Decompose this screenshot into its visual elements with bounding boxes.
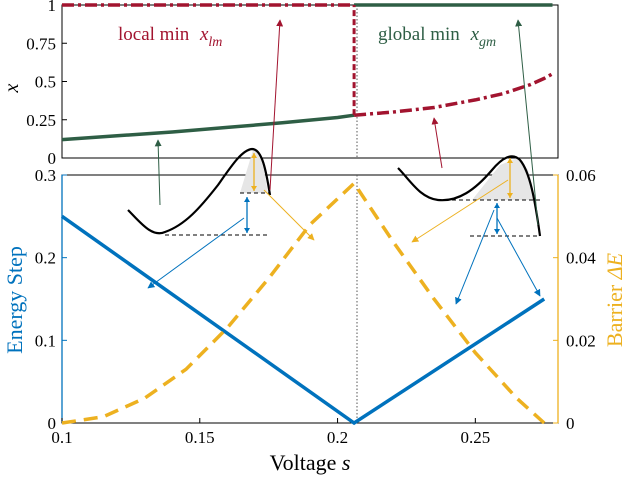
- left-axis-label: Energy Step: [2, 246, 27, 354]
- left-ytick-label: 0.3: [35, 166, 56, 185]
- xtick-label: 0.15: [185, 428, 215, 447]
- bottom-series: [60, 180, 546, 426]
- bottom-series-0-line: [60, 214, 546, 426]
- right-ytick-label: 0.02: [566, 331, 596, 350]
- local-min-annotation: local min xlm: [118, 24, 222, 50]
- xtick-label: 0.1: [51, 428, 72, 447]
- top-series: [61, 3, 554, 142]
- left-inset: [127, 147, 272, 236]
- arrow-global-min-to-curve: [515, 19, 539, 226]
- left-ytick-label: 0: [48, 414, 57, 433]
- connector-arrows: [147, 19, 541, 305]
- right-ytick-label: 0: [566, 414, 575, 433]
- top-ytick-label: 0: [48, 149, 57, 168]
- arrow-local-min-to-curve: [269, 19, 284, 191]
- right-inset-barrier-shade: [460, 158, 535, 200]
- bottom-plot-frame: [61, 174, 559, 424]
- arrow-right-step-to-line: [496, 217, 541, 297]
- bottom-series-1-line: [61, 180, 546, 425]
- top-series-1-line: [353, 72, 554, 117]
- xtick-label: 0.2: [327, 428, 348, 447]
- arrow-right-barrier-to-curve: [411, 179, 509, 243]
- left-inset-energy-curve: [127, 147, 272, 235]
- arrow-right-local-to-curve: [431, 117, 443, 169]
- top-y-axis-label: x: [1, 83, 23, 93]
- top-ytick-label: 1: [48, 0, 57, 15]
- right-ytick-label: 0.04: [566, 249, 596, 268]
- left-ytick-label: 0.2: [35, 249, 56, 268]
- top-ytick-label: 0.5: [35, 73, 56, 92]
- left-ytick-label: 0.1: [35, 331, 56, 350]
- right-inset: [397, 155, 542, 237]
- arrow-left-global-to-curve: [154, 139, 162, 206]
- top-series-2-line: [61, 113, 355, 142]
- right-axis-label: Barrier ΔE: [602, 252, 627, 347]
- bottom-ticks: 00.10.20.300.020.040.060.1 0.15 0.2 0.25: [35, 166, 597, 447]
- right-ytick-label: 0.06: [566, 166, 596, 185]
- xtick-label: 0.25: [460, 428, 490, 447]
- global-min-annotation: global min xgm: [378, 24, 496, 50]
- right-inset-barrier-arrowheads: [507, 158, 513, 198]
- top-panel: 0 0.25 0.5 0.75 1 x local min xlm global min…: [1, 0, 559, 168]
- energy-landscape-insets: [127, 147, 542, 237]
- top-y-ticks: 0 0.25 0.5 0.75 1: [26, 0, 67, 168]
- arrow-left-step-to-line: [147, 217, 245, 289]
- top-ytick-label: 0.25: [26, 111, 56, 130]
- bottom-panel: 00.10.20.300.020.040.060.1 0.15 0.2 0.25 En…: [2, 166, 627, 475]
- x-axis-label: Voltage s: [270, 450, 351, 475]
- right-inset-energy-curve: [397, 155, 542, 237]
- arrow-right-step-to-line-2: [455, 209, 495, 305]
- arrow-left-barrier-to-curve: [263, 189, 315, 241]
- top-ytick-label: 0.75: [26, 34, 56, 53]
